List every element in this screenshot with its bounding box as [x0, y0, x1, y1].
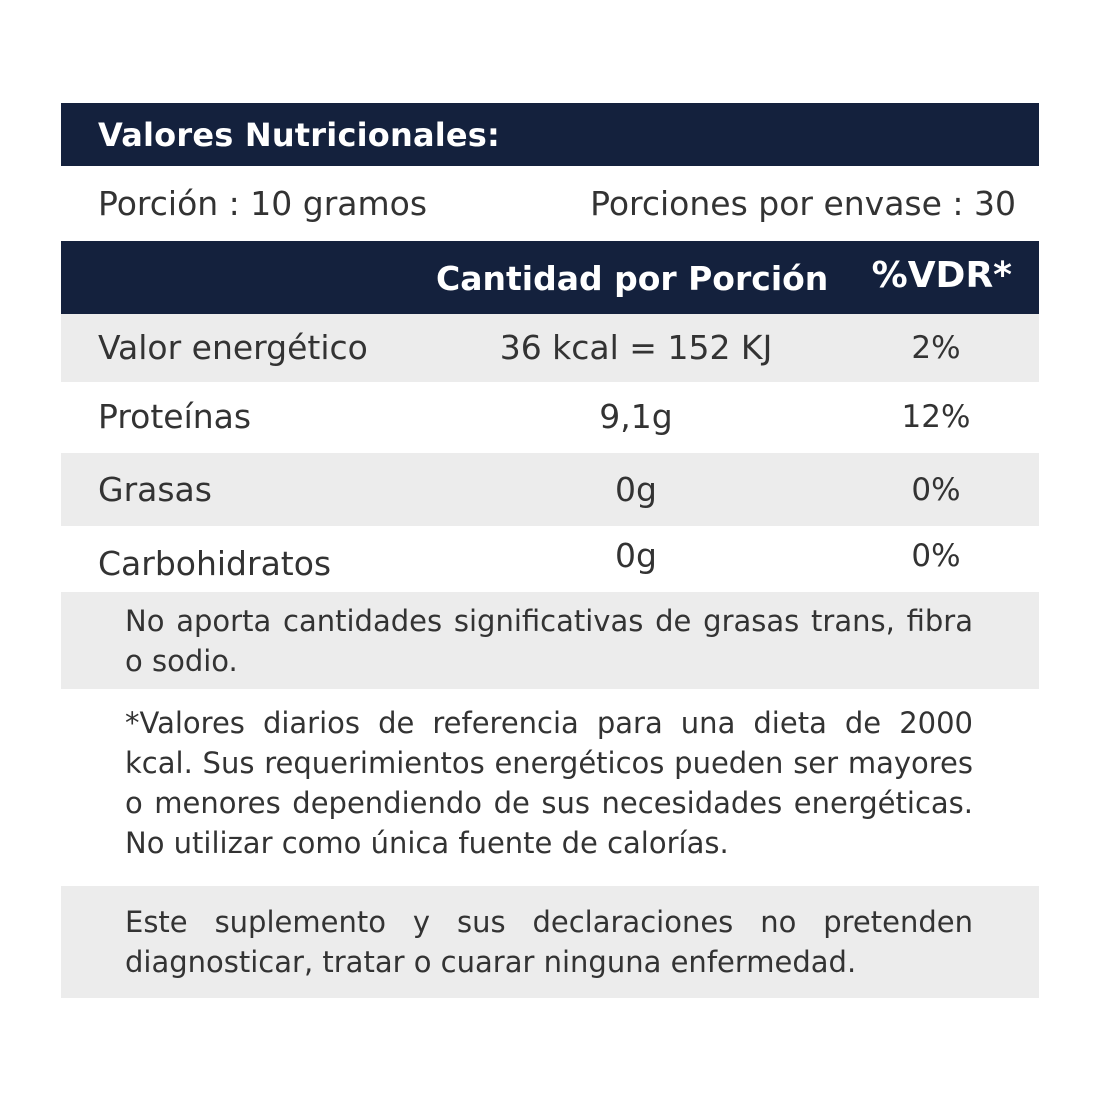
nutrient-amount: 36 kcal = 152 KJ [499, 328, 773, 367]
nutrition-facts-panel: Valores Nutricionales: Porción : 10 gram… [61, 103, 1039, 998]
nutrient-amount: 0g [615, 470, 657, 509]
nutrient-amount: 9,1g [599, 397, 673, 436]
disclaimer-block: Este suplemento y sus declaraciones no p… [61, 886, 1039, 998]
disclaimer-text: Este suplemento y sus declaraciones no p… [125, 905, 973, 979]
nutrient-name: Grasas [98, 470, 212, 509]
column-header-bar: Cantidad por Porción %VDR* [61, 241, 1039, 314]
nutrient-name: Valor energético [98, 328, 368, 367]
amount-per-serving-header: Cantidad por Porción [436, 259, 829, 298]
reference-note-block: *Valores diarios de referencia para una … [61, 689, 1039, 886]
nutrition-title: Valores Nutricionales: [98, 116, 501, 154]
trans-fat-note-block: No aporta cantidades significativas de g… [61, 592, 1039, 689]
nutrient-row-fat: Grasas 0g 0% [61, 453, 1039, 526]
serving-info: Porción : 10 gramos Porciones por envase… [61, 166, 1039, 241]
nutrient-row-protein: Proteínas 9,1g 12% [61, 382, 1039, 453]
trans-fat-note: No aporta cantidades significativas de g… [125, 604, 973, 678]
nutrient-row-energy: Valor energético 36 kcal = 152 KJ 2% [61, 314, 1039, 382]
nutrient-daily-value: 0% [911, 538, 961, 574]
nutrient-row-carbs: Carbohidratos 0g 0% [61, 526, 1039, 592]
nutrient-daily-value: 12% [901, 399, 971, 435]
nutrient-daily-value: 0% [911, 472, 961, 508]
nutrient-daily-value: 2% [911, 330, 961, 366]
nutrient-amount: 0g [615, 536, 657, 575]
reference-footnote: *Valores diarios de referencia para una … [125, 706, 973, 860]
title-bar: Valores Nutricionales: [61, 103, 1039, 166]
nutrient-name: Carbohidratos [98, 544, 332, 583]
daily-value-header: %VDR* [871, 255, 1012, 296]
serving-size: Porción : 10 gramos [98, 184, 428, 223]
servings-per-container: Porciones por envase : 30 [590, 184, 1016, 223]
nutrient-name: Proteínas [98, 397, 252, 436]
